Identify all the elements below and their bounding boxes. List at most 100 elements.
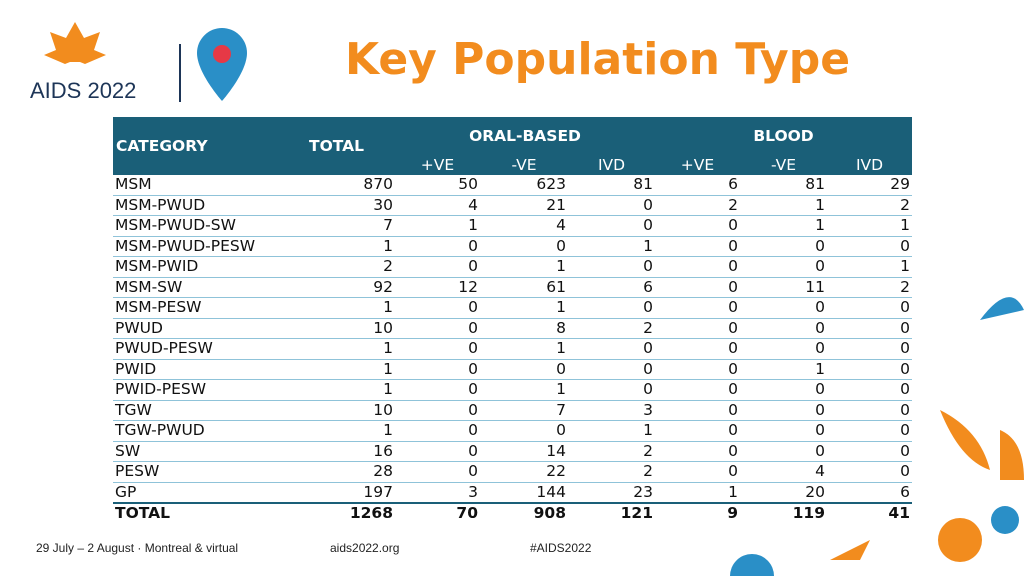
value-cell: 119 — [740, 502, 827, 524]
value-cell: 4 — [395, 195, 480, 216]
header-cell: CATEGORY — [113, 117, 305, 175]
footer-website: aids2022.org — [330, 541, 400, 555]
value-cell: 0 — [827, 441, 912, 462]
data-table: CATEGORY TOTAL ORAL-BASED BLOOD +VE -VE IVD +VE… — [113, 117, 912, 524]
value-cell: 3 — [568, 400, 655, 421]
value-cell: 0 — [655, 359, 740, 380]
value-cell: 0 — [568, 338, 655, 360]
value-cell: 0 — [740, 338, 827, 360]
value-cell: 0 — [827, 461, 912, 483]
value-cell: 1 — [655, 482, 740, 504]
value-cell: 1 — [480, 379, 568, 401]
value-cell: 7 — [480, 400, 568, 421]
category-cell: PWUD-PESW — [113, 338, 305, 360]
value-cell: 0 — [827, 400, 912, 421]
value-cell: 81 — [568, 175, 655, 196]
category-cell: PWID-PESW — [113, 379, 305, 401]
value-cell: 21 — [480, 195, 568, 216]
table-row: MSM-PWUD 30 4 21 0 2 1 2 — [113, 195, 912, 216]
value-cell: 0 — [740, 236, 827, 257]
value-cell: 0 — [740, 318, 827, 339]
table-row: PWUD-PESW 1 0 1 0 0 0 0 — [113, 338, 912, 360]
value-cell: 0 — [740, 441, 827, 462]
value-cell: 0 — [655, 277, 740, 298]
subheader-cell: IVD — [827, 155, 912, 175]
value-cell: 50 — [395, 175, 480, 196]
value-cell: 144 — [480, 482, 568, 504]
subheader-cell: +VE — [655, 155, 740, 175]
value-cell: 23 — [568, 482, 655, 504]
category-cell: MSM-PWID — [113, 256, 305, 278]
value-cell: 1 — [395, 215, 480, 237]
value-cell: 1 — [740, 359, 827, 380]
category-cell: TOTAL — [113, 502, 305, 524]
logo-text: AIDS 2022 — [30, 78, 137, 103]
slide-title: Key Population Type — [345, 34, 851, 85]
value-cell: 6 — [827, 482, 912, 504]
value-cell: 2 — [827, 277, 912, 298]
value-cell: 1 — [305, 359, 395, 380]
value-cell: 0 — [655, 215, 740, 237]
total-row: TOTAL 1268 70 908 121 9 119 41 — [113, 502, 912, 524]
value-cell: 20 — [740, 482, 827, 504]
value-cell: 0 — [395, 236, 480, 257]
group-header: ORAL-BASED — [395, 117, 655, 155]
value-cell: 11 — [740, 277, 827, 298]
value-cell: 1 — [568, 236, 655, 257]
table-row: PESW 28 0 22 2 0 4 0 — [113, 461, 912, 483]
table-row: MSM-PWUD-SW 7 1 4 0 0 1 1 — [113, 215, 912, 237]
value-cell: 0 — [480, 420, 568, 442]
table-row: SW 16 0 14 2 0 0 0 — [113, 441, 912, 462]
value-cell: 0 — [395, 338, 480, 360]
value-cell: 0 — [655, 420, 740, 442]
value-cell: 0 — [655, 338, 740, 360]
value-cell: 92 — [305, 277, 395, 298]
value-cell: 121 — [568, 502, 655, 524]
value-cell: 3 — [395, 482, 480, 504]
value-cell: 2 — [827, 195, 912, 216]
value-cell: 2 — [655, 195, 740, 216]
table-row: MSM-SW 92 12 61 6 0 11 2 — [113, 277, 912, 298]
value-cell: 0 — [740, 420, 827, 442]
value-cell: 7 — [305, 215, 395, 237]
category-cell: MSM-PWUD — [113, 195, 305, 216]
value-cell: 0 — [655, 318, 740, 339]
subheader-row: +VE -VE IVD +VE -VE IVD — [113, 155, 912, 175]
value-cell: 2 — [568, 461, 655, 483]
shape — [938, 518, 982, 562]
shape — [830, 540, 870, 560]
value-cell: 0 — [655, 236, 740, 257]
value-cell: 9 — [655, 502, 740, 524]
value-cell: 4 — [480, 215, 568, 237]
value-cell: 1 — [568, 420, 655, 442]
value-cell: 0 — [395, 359, 480, 380]
header-cell: TOTAL — [305, 117, 395, 175]
category-cell: SW — [113, 441, 305, 462]
value-cell: 0 — [827, 297, 912, 319]
value-cell: 0 — [827, 318, 912, 339]
value-cell: 10 — [305, 318, 395, 339]
subheader-cell: -VE — [740, 155, 827, 175]
value-cell: 0 — [568, 215, 655, 237]
value-cell: 0 — [480, 359, 568, 380]
category-cell: MSM-PWUD-SW — [113, 215, 305, 237]
category-cell: MSM-SW — [113, 277, 305, 298]
value-cell: 14 — [480, 441, 568, 462]
value-cell: 2 — [568, 441, 655, 462]
shape — [991, 506, 1019, 534]
value-cell: 1268 — [305, 502, 395, 524]
value-cell: 1 — [305, 420, 395, 442]
subheader-cell: -VE — [480, 155, 568, 175]
footer-dates: 29 July – 2 August · Montreal & virtual — [36, 541, 239, 555]
value-cell: 28 — [305, 461, 395, 483]
value-cell: 0 — [827, 420, 912, 442]
value-cell: 0 — [740, 400, 827, 421]
category-cell: MSM-PWUD-PESW — [113, 236, 305, 257]
value-cell: 6 — [655, 175, 740, 196]
value-cell: 0 — [568, 256, 655, 278]
value-cell: 0 — [827, 236, 912, 257]
value-cell: 0 — [740, 297, 827, 319]
value-cell: 70 — [395, 502, 480, 524]
